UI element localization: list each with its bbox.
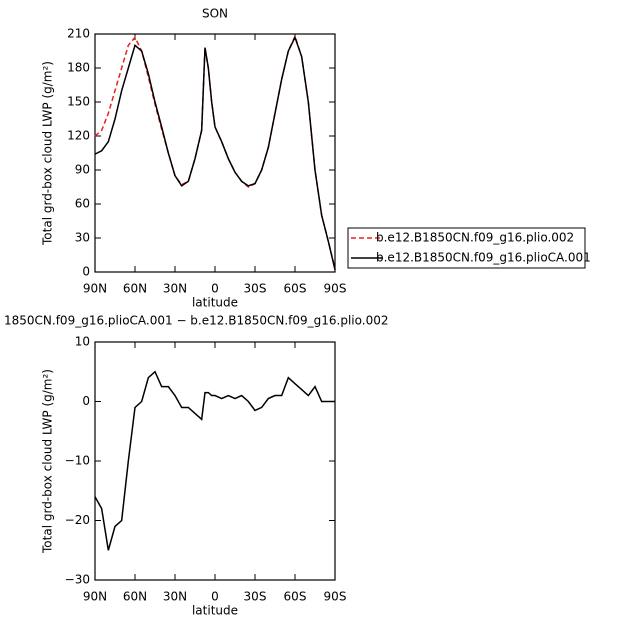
series-line	[94, 35, 336, 270]
chart-title: SON	[202, 7, 228, 21]
y-tick-label: 90	[75, 163, 90, 177]
x-tick-label: 0	[211, 282, 219, 296]
legend-label: b.e12.B1850CN.f09_g16.plio.002	[376, 231, 574, 245]
x-tick-label: 30S	[244, 282, 267, 296]
y-tick-label: 150	[67, 95, 90, 109]
series-line	[94, 370, 335, 551]
y-axis-label: Total grd-box cloud LWP (g/m²)	[41, 61, 55, 246]
y-tick-label: 180	[67, 61, 90, 75]
x-tick-label: 30S	[244, 590, 267, 604]
y-tick-label: 10	[75, 335, 90, 349]
x-tick-label: 60N	[123, 282, 147, 296]
plot-frame	[94, 33, 336, 273]
x-tick-label: 30N	[163, 282, 187, 296]
x-tick-label: 90S	[324, 282, 347, 296]
x-tick-label: 0	[211, 590, 219, 604]
chart-title: 1850CN.f09_g16.plioCA.001 − b.e12.B1850C…	[4, 314, 388, 328]
y-axis-label: Total grd-box cloud LWP (g/m²)	[41, 369, 55, 554]
x-axis-label: latitude	[192, 604, 238, 618]
y-tick-label: −20	[65, 513, 90, 527]
y-tick-label: 0	[82, 394, 90, 408]
y-tick-label: 60	[75, 197, 90, 211]
x-tick-label: 90N	[83, 590, 107, 604]
y-tick-label: 120	[67, 129, 90, 143]
y-tick-label: 30	[75, 231, 90, 245]
plot-frame	[94, 341, 336, 581]
y-tick-label: −30	[65, 573, 90, 587]
x-tick-label: 60S	[284, 590, 307, 604]
x-tick-label: 90N	[83, 282, 107, 296]
y-tick-label: 0	[82, 265, 90, 279]
y-tick-label: 210	[67, 27, 90, 41]
x-tick-label: 60N	[123, 590, 147, 604]
x-tick-label: 90S	[324, 590, 347, 604]
y-tick-label: −10	[65, 454, 90, 468]
x-tick-label: 30N	[163, 590, 187, 604]
legend-box	[347, 227, 586, 269]
legend-label: b.e12.B1850CN.f09_g16.plioCA.001	[376, 251, 591, 265]
series-line	[94, 34, 336, 269]
x-tick-label: 60S	[284, 282, 307, 296]
x-axis-label: latitude	[192, 296, 238, 310]
